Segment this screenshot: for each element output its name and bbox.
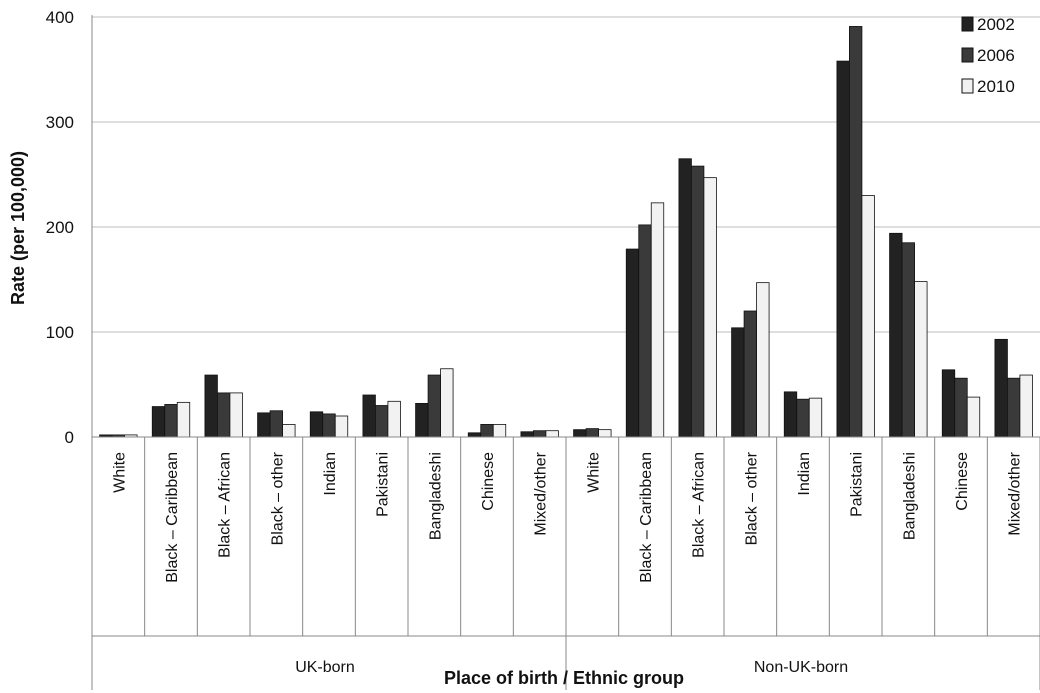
bar <box>626 249 639 437</box>
category-label: Black – Caribbean <box>638 452 655 583</box>
bar <box>744 311 757 437</box>
bar <box>205 375 218 437</box>
bar <box>1007 378 1020 437</box>
group-label: UK-born <box>295 659 355 676</box>
bar <box>862 196 875 438</box>
bar <box>441 369 454 437</box>
bar <box>375 406 388 438</box>
bar <box>323 414 336 437</box>
bar <box>363 395 376 437</box>
y-axis-ticks: 0 100 200 300 400 <box>46 8 74 447</box>
y-tick-label: 100 <box>46 323 74 342</box>
category-label: Bangladeshi <box>901 452 918 540</box>
bar <box>639 225 652 437</box>
legend-swatch <box>962 48 973 62</box>
legend-label: 2002 <box>977 15 1015 34</box>
bar <box>586 429 599 437</box>
bar <box>784 392 797 437</box>
bar <box>283 424 296 437</box>
category-label: Mixed/other <box>1007 451 1024 535</box>
bar <box>428 375 441 437</box>
y-tick-label: 0 <box>65 428 74 447</box>
category-label: White <box>585 452 602 493</box>
y-tick-label: 200 <box>46 218 74 237</box>
bar <box>335 416 348 437</box>
bar <box>468 433 481 437</box>
bar <box>691 166 704 437</box>
category-label: Pakistani <box>849 452 866 517</box>
bar <box>481 424 494 437</box>
bar <box>521 432 534 437</box>
bar <box>533 431 546 437</box>
category-label: Pakistani <box>375 452 392 517</box>
category-label: Chinese <box>480 452 497 511</box>
category-label: Mixed/other <box>533 451 550 535</box>
category-label: Black – other <box>743 451 760 545</box>
bar <box>546 431 559 437</box>
group-label: Non-UK-born <box>754 659 848 676</box>
bar <box>230 393 243 437</box>
bar <box>217 393 230 437</box>
legend-swatch <box>962 17 973 31</box>
legend: 2002 2006 2010 <box>962 15 1015 96</box>
bars <box>100 26 1033 437</box>
legend-swatch <box>962 79 973 93</box>
bar <box>757 283 770 437</box>
bar <box>890 233 903 437</box>
bar <box>165 404 178 437</box>
x-axis-title: Place of birth / Ethnic group <box>444 668 684 688</box>
bar <box>955 378 968 437</box>
bar <box>651 203 664 437</box>
bar <box>679 159 692 437</box>
bar <box>704 178 717 437</box>
category-label: Black – African <box>691 452 708 558</box>
category-label: Indian <box>322 452 339 496</box>
bar <box>902 243 915 437</box>
bar <box>849 26 862 437</box>
category-label: Black – other <box>269 451 286 545</box>
legend-label: 2006 <box>977 46 1015 65</box>
bar <box>915 282 928 437</box>
bar <box>310 412 323 437</box>
bar <box>809 398 822 437</box>
category-label: Indian <box>796 452 813 496</box>
category-label: Black – Caribbean <box>164 452 181 583</box>
bar <box>1020 375 1033 437</box>
y-tick-label: 400 <box>46 8 74 27</box>
bar <box>797 399 810 437</box>
y-axis-title: Rate (per 100,000) <box>8 151 28 305</box>
bar <box>599 430 612 437</box>
bar <box>995 339 1008 437</box>
bar <box>416 403 429 437</box>
bar <box>152 407 165 437</box>
legend-label: 2010 <box>977 77 1015 96</box>
bar <box>270 411 283 437</box>
category-label: White <box>111 452 128 493</box>
bar <box>177 402 190 437</box>
bar <box>493 424 506 437</box>
bar <box>837 61 850 437</box>
category-label: Bangladeshi <box>427 452 444 540</box>
bar <box>967 397 980 437</box>
y-tick-label: 300 <box>46 113 74 132</box>
category-label: Chinese <box>954 452 971 511</box>
bar <box>942 370 955 437</box>
bar <box>388 401 401 437</box>
bar <box>258 413 271 437</box>
bar <box>574 430 587 437</box>
bar <box>732 328 745 437</box>
category-label: Black – African <box>217 452 234 558</box>
